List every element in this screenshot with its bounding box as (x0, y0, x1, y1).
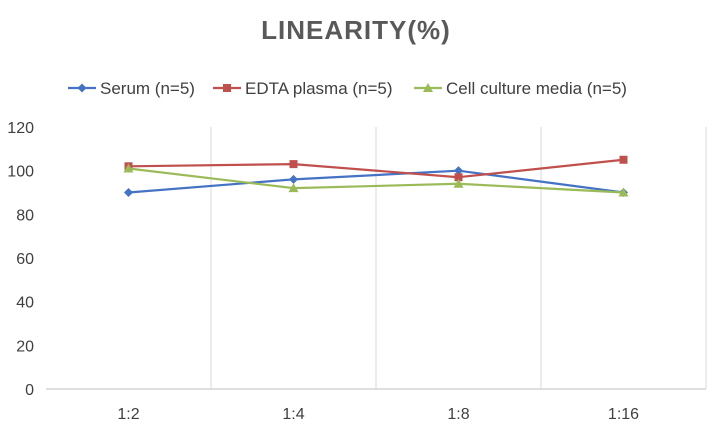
data-point (289, 160, 298, 169)
legend-marker (423, 83, 433, 92)
x-tick-label: 1:2 (117, 406, 139, 423)
data-point (124, 188, 133, 197)
data-point (619, 155, 628, 164)
legend-label: EDTA plasma (n=5) (245, 79, 393, 98)
data-point (454, 173, 463, 182)
data-point (454, 166, 463, 176)
data-point (618, 187, 629, 197)
data-point (453, 178, 464, 188)
y-tick-label: 0 (25, 382, 34, 399)
y-tick-label: 80 (16, 207, 34, 224)
legend: Serum (n=5) EDTA plasma (n=5) Cell culture… (68, 79, 627, 98)
series-0 (124, 166, 628, 197)
legend-item: Serum (n=5) (68, 79, 195, 98)
series-line (128, 167, 624, 194)
legend-marker (77, 83, 87, 93)
y-tick-label: 120 (7, 120, 34, 137)
y-tick-label: 40 (16, 295, 34, 312)
legend-marker (223, 84, 231, 92)
data-point (289, 174, 298, 184)
series-2 (123, 163, 629, 197)
legend-item: EDTA plasma (n=5) (213, 79, 393, 98)
legend-label: Serum (n=5) (100, 79, 195, 98)
plot-area: 0 20 40 60 80 100 120 1:2 1:4 1:8 1:16 (7, 120, 707, 423)
chart-title: LINEARITY(%) (261, 15, 451, 45)
y-tick-label: 60 (16, 251, 34, 268)
x-tick-label: 1:4 (282, 406, 304, 423)
x-tick-label: 1:16 (608, 406, 639, 423)
legend-label: Cell culture media (n=5) (446, 79, 627, 98)
y-tick-label: 100 (7, 164, 34, 181)
series-line (128, 158, 624, 179)
data-point (288, 183, 299, 193)
series-line (128, 169, 624, 194)
data-point (123, 163, 134, 173)
y-tick-label: 20 (16, 338, 34, 355)
x-tick-label: 1:8 (447, 406, 469, 423)
legend-item: Cell culture media (n=5) (414, 79, 627, 98)
